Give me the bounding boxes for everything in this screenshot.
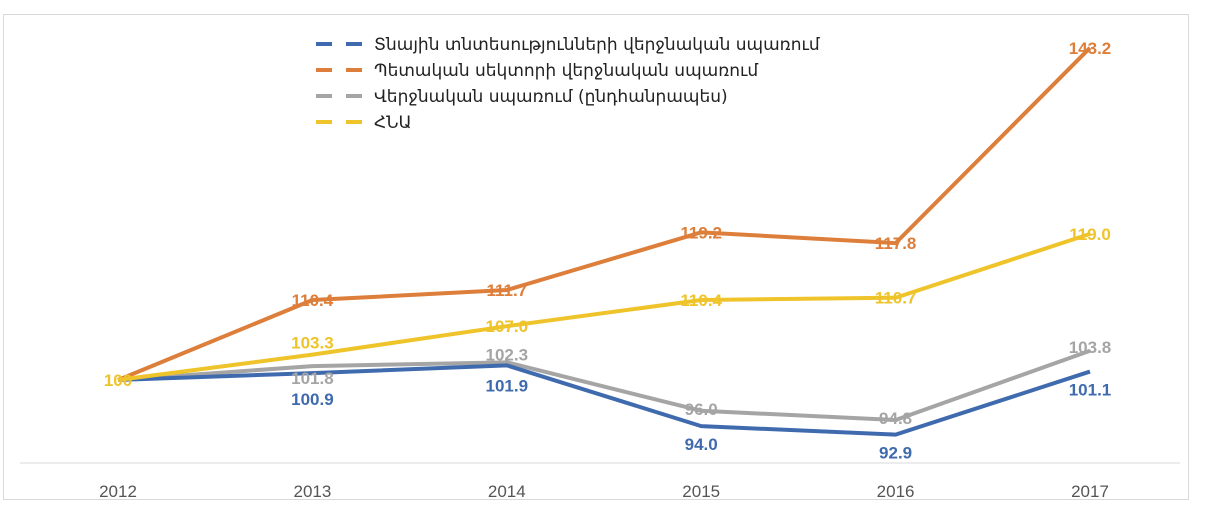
data-label: 110.7 <box>875 289 917 308</box>
data-label: 143.2 <box>1069 39 1112 58</box>
data-label: 107.0 <box>486 317 529 336</box>
data-label: 102.3 <box>486 345 529 364</box>
x-tick-label: 2014 <box>488 482 526 501</box>
series-line-1 <box>117 46 1092 382</box>
data-label: 101.8 <box>291 369 334 388</box>
data-label: 119.0 <box>1069 225 1111 244</box>
data-label: 103.3 <box>291 334 334 353</box>
series-line-3 <box>117 231 1091 382</box>
data-label: 110.4 <box>680 291 722 310</box>
x-tick-label: 2016 <box>877 482 915 501</box>
data-label: 111.7 <box>486 281 527 300</box>
legend-label: Պետական սեկտորի վերջնական սպառում <box>374 61 758 81</box>
legend-label: Տնային տնտեսությունների վերջնական սպառու… <box>374 35 820 55</box>
legend-label: ՀՆԱ <box>374 113 412 133</box>
x-tick-label: 2013 <box>293 482 331 501</box>
data-label: 100.9 <box>291 390 334 409</box>
data-label: 119.2 <box>680 223 722 242</box>
data-label: 101.9 <box>486 376 529 395</box>
x-tick-label: 2017 <box>1071 482 1109 501</box>
chart-frame <box>3 14 1189 500</box>
data-label: 94.0 <box>685 435 718 454</box>
data-label: 94.8 <box>879 409 912 428</box>
x-tick-label: 2012 <box>99 482 137 501</box>
data-label: 110.4 <box>292 291 334 310</box>
data-label: 117.8 <box>875 234 917 253</box>
data-label: 103.8 <box>1069 338 1112 357</box>
series-line-0 <box>117 363 1091 437</box>
data-label: 100 <box>104 371 132 390</box>
data-label: 101.1 <box>1069 381 1112 400</box>
x-tick-label: 2015 <box>682 482 720 501</box>
series-line-2 <box>117 348 1091 422</box>
data-label: 96.0 <box>685 400 718 419</box>
data-label: 92.9 <box>879 444 912 463</box>
legend-label: Վերջնական սպառում (ընդհանրապես) <box>374 87 728 107</box>
